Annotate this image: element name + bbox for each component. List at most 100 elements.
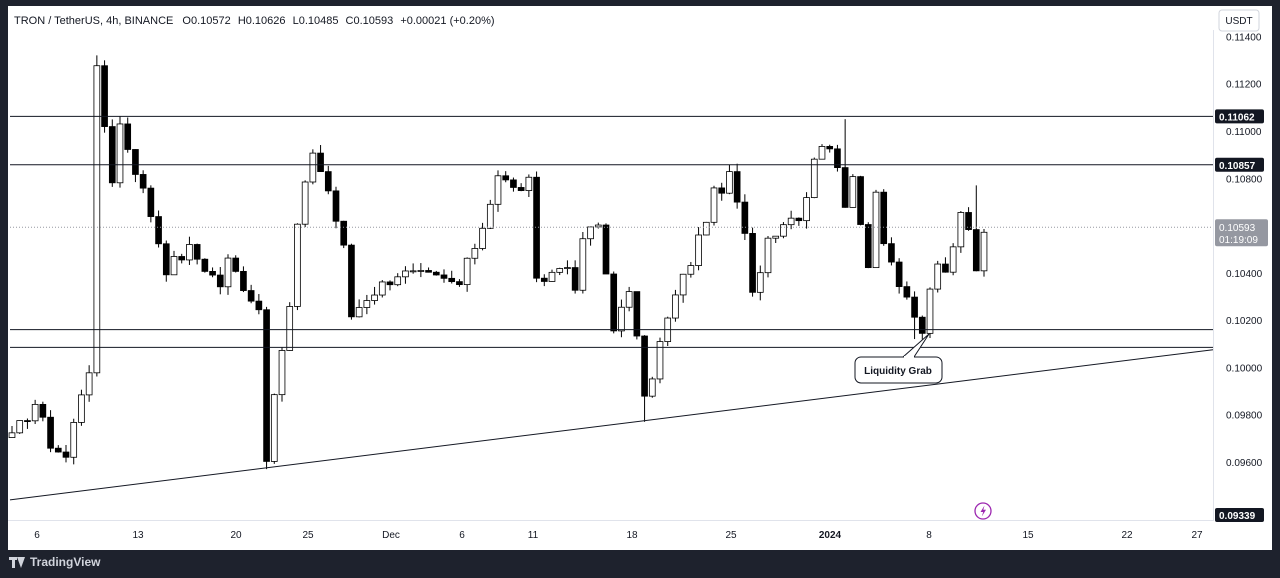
candle[interactable] — [440, 269, 448, 283]
candle[interactable] — [31, 399, 39, 425]
candle[interactable] — [494, 170, 502, 212]
liquidity-grab-callout[interactable]: Liquidity Grab — [854, 333, 943, 384]
candle[interactable] — [587, 226, 594, 246]
candle[interactable] — [533, 171, 540, 283]
candle[interactable] — [402, 266, 409, 284]
candle[interactable] — [702, 221, 710, 236]
candle[interactable] — [201, 258, 209, 273]
candle[interactable] — [371, 286, 378, 305]
candle[interactable] — [841, 119, 849, 208]
candle[interactable] — [263, 306, 270, 470]
candle[interactable] — [463, 257, 471, 292]
candle[interactable] — [101, 60, 108, 133]
tradingview-logo[interactable]: TradingView — [9, 555, 100, 569]
candle[interactable] — [24, 418, 31, 429]
candle[interactable] — [47, 410, 54, 453]
candle[interactable] — [540, 274, 548, 287]
candle[interactable] — [432, 270, 440, 276]
candle[interactable] — [749, 227, 756, 297]
candle[interactable] — [309, 149, 317, 185]
candle[interactable] — [857, 175, 864, 226]
candle[interactable] — [918, 315, 926, 340]
candle[interactable] — [270, 393, 278, 464]
candle[interactable] — [610, 271, 618, 334]
candle[interactable] — [39, 401, 47, 422]
candle[interactable] — [764, 236, 772, 278]
candle[interactable] — [132, 149, 139, 183]
candle[interactable] — [525, 174, 533, 198]
candle[interactable] — [780, 222, 787, 239]
candle[interactable] — [517, 183, 525, 192]
candle[interactable] — [795, 217, 803, 226]
candle[interactable] — [849, 174, 857, 208]
candle[interactable] — [880, 189, 888, 246]
candle[interactable] — [147, 185, 155, 223]
candle[interactable] — [78, 389, 85, 426]
candle[interactable] — [888, 237, 895, 266]
candle[interactable] — [895, 258, 903, 294]
candle[interactable] — [772, 235, 780, 243]
candle[interactable] — [224, 254, 232, 295]
candle[interactable] — [355, 299, 363, 318]
candle[interactable] — [417, 263, 425, 278]
candle[interactable] — [255, 294, 263, 315]
candle[interactable] — [718, 182, 726, 201]
candle[interactable] — [949, 243, 957, 276]
candle[interactable] — [456, 279, 463, 287]
candle[interactable] — [301, 180, 309, 228]
candle[interactable] — [872, 189, 880, 269]
candle[interactable] — [571, 260, 579, 294]
candle[interactable] — [980, 228, 988, 277]
candle[interactable] — [332, 186, 340, 229]
candle[interactable] — [324, 165, 332, 195]
candle[interactable] — [664, 316, 672, 346]
candle[interactable] — [394, 273, 402, 287]
candle[interactable] — [648, 376, 656, 398]
candle[interactable] — [564, 260, 571, 275]
candle[interactable] — [425, 267, 432, 273]
candle[interactable] — [579, 231, 587, 294]
candle[interactable] — [317, 145, 324, 172]
candle[interactable] — [193, 243, 201, 265]
candle[interactable] — [818, 144, 826, 160]
candle[interactable] — [62, 445, 70, 463]
candle[interactable] — [162, 240, 170, 282]
candle[interactable] — [502, 171, 510, 183]
candle[interactable] — [186, 236, 193, 265]
candle[interactable] — [479, 222, 486, 251]
candle[interactable] — [602, 223, 610, 275]
candle[interactable] — [378, 280, 386, 298]
candle[interactable] — [116, 116, 124, 188]
candle[interactable] — [810, 157, 818, 199]
candle[interactable] — [972, 185, 980, 272]
candle[interactable] — [348, 243, 355, 320]
candle[interactable] — [294, 223, 301, 311]
candle[interactable] — [942, 257, 949, 273]
candle[interactable] — [556, 267, 564, 276]
candle[interactable] — [548, 269, 556, 282]
candle[interactable] — [726, 164, 733, 195]
candle[interactable] — [864, 222, 872, 269]
candle[interactable] — [926, 287, 934, 339]
candle[interactable] — [911, 291, 918, 340]
candle[interactable] — [155, 210, 162, 248]
candle[interactable] — [8, 425, 16, 438]
ascending-trendline[interactable] — [9, 349, 1214, 501]
candle[interactable] — [741, 194, 749, 241]
candle[interactable] — [679, 273, 687, 303]
candle[interactable] — [787, 210, 795, 230]
candle[interactable] — [448, 270, 456, 284]
candle[interactable] — [471, 243, 479, 265]
candle[interactable] — [170, 250, 178, 276]
currency-button[interactable] — [1218, 9, 1260, 32]
candle[interactable] — [247, 284, 255, 304]
candle[interactable] — [641, 335, 648, 422]
candle[interactable] — [756, 265, 764, 301]
candle[interactable] — [232, 255, 240, 273]
candle[interactable] — [286, 302, 294, 351]
candle[interactable] — [139, 170, 147, 194]
candle[interactable] — [903, 281, 911, 300]
candle[interactable] — [54, 445, 62, 453]
candle[interactable] — [803, 192, 810, 229]
